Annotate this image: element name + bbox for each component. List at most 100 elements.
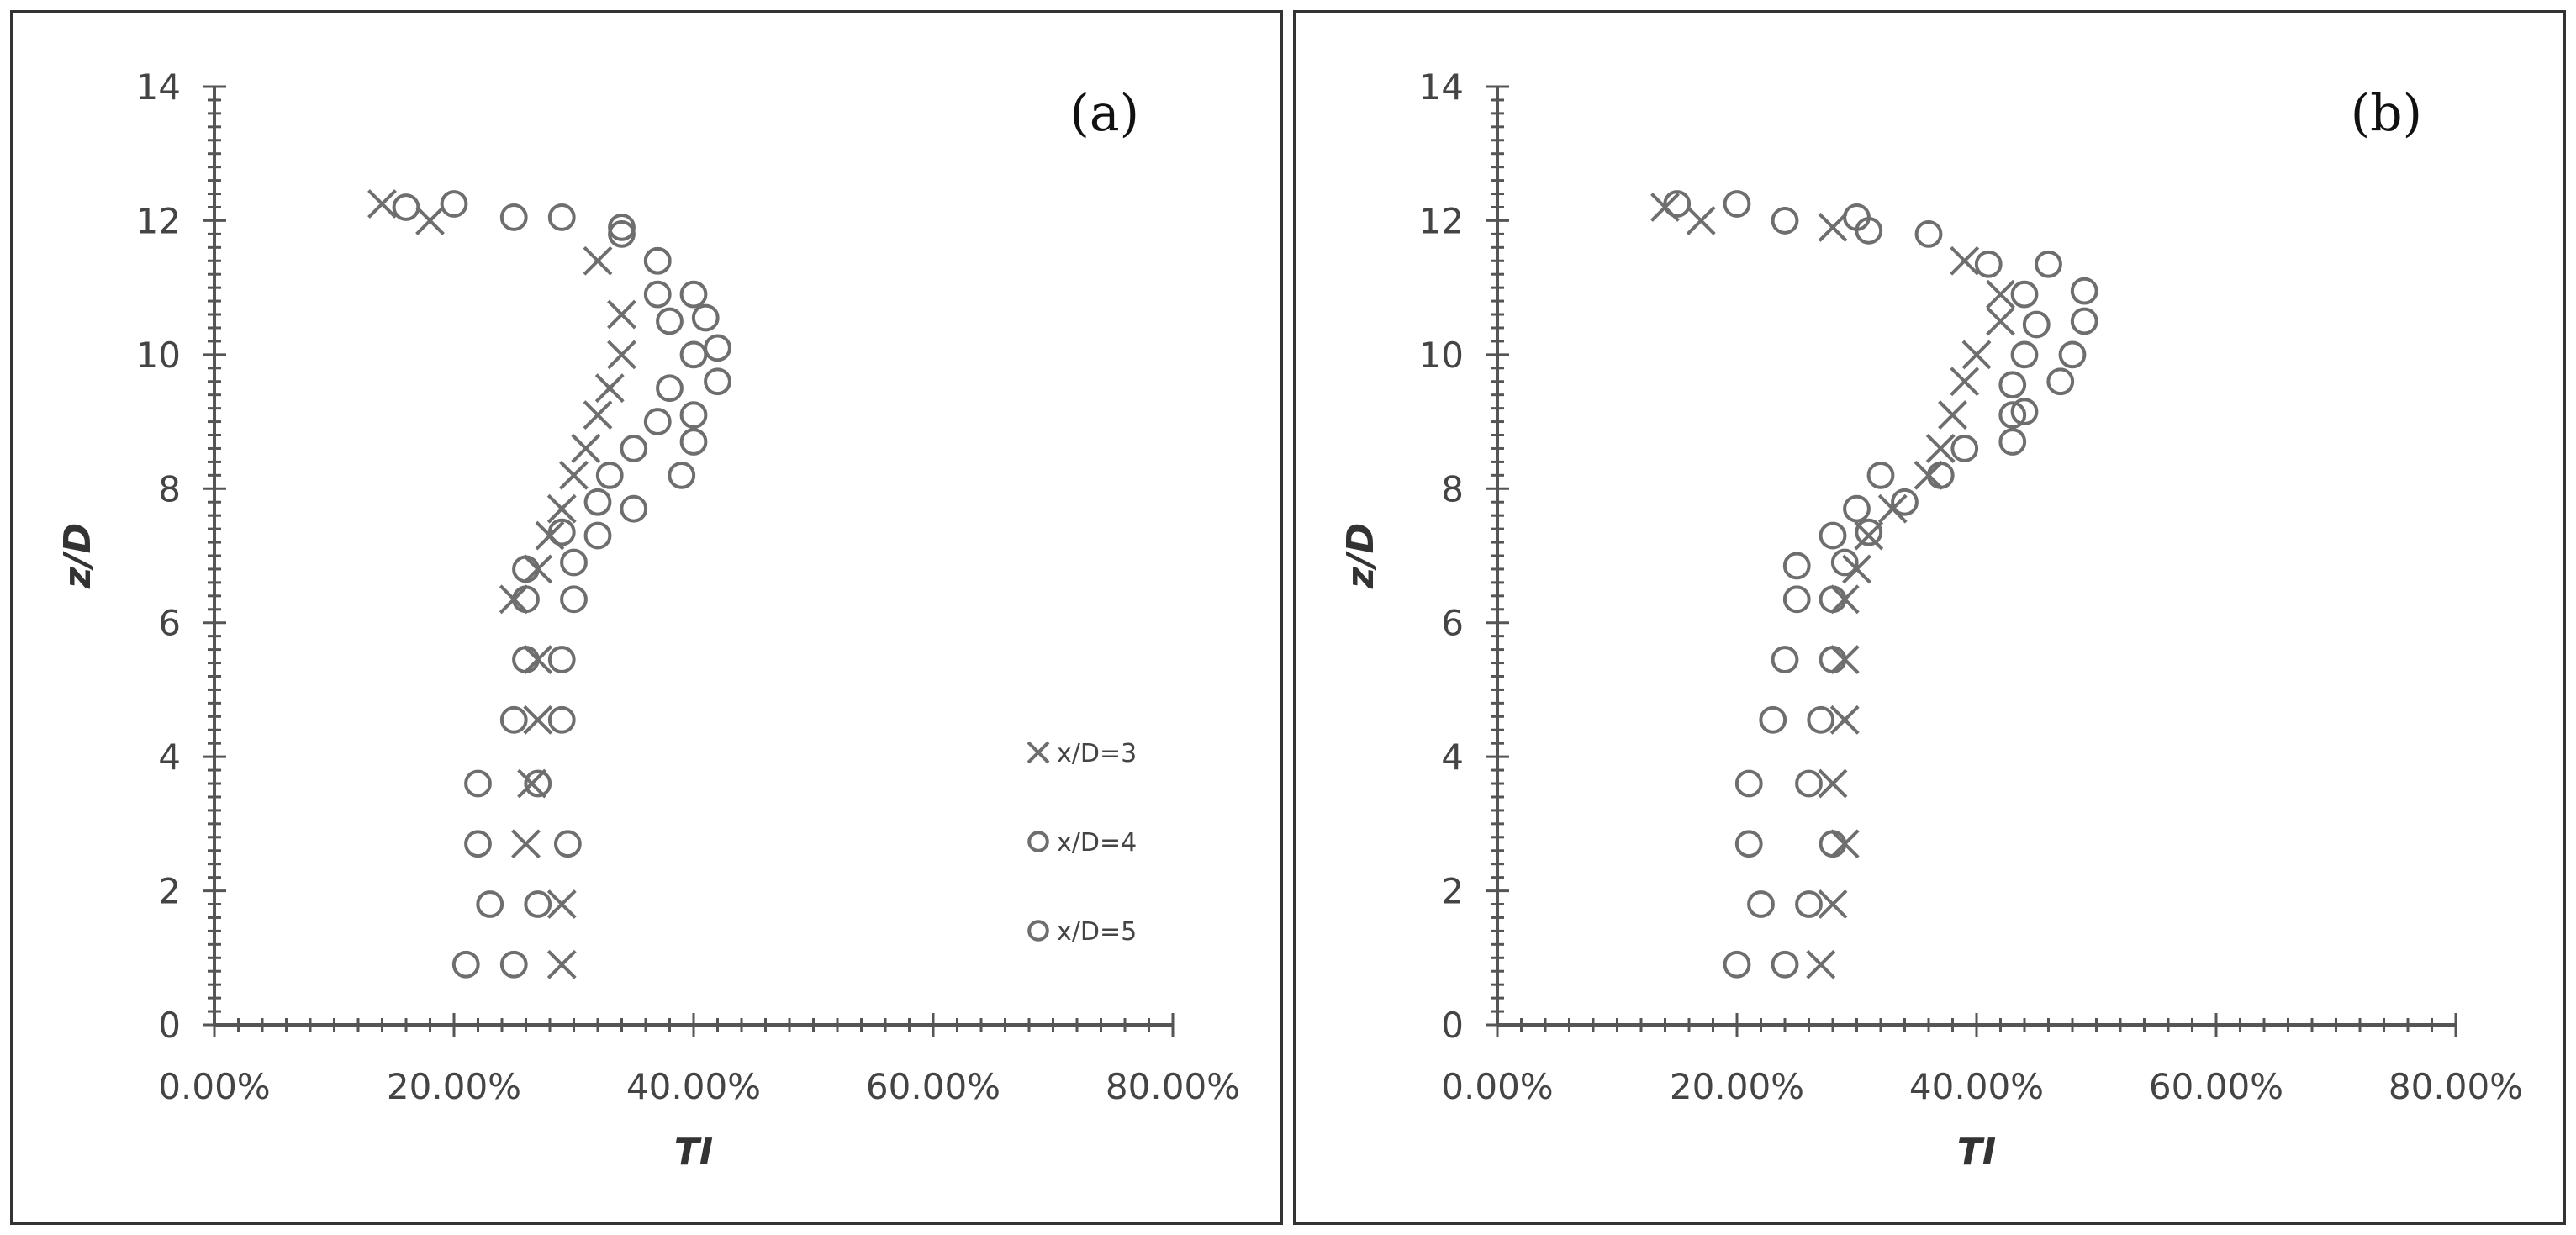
data-point-series-1 xyxy=(1686,206,1716,235)
data-point-series-1 xyxy=(1986,279,2015,309)
data-point-series-2 xyxy=(547,203,576,231)
chart-panel-b: 0 2 4 6 8 10 12 14 0.00% 20.00% 40.00% 60.00% 80.00%… xyxy=(1293,10,2566,1225)
data-point-series-3 xyxy=(512,585,540,614)
data-point-series-2 xyxy=(1807,705,1835,734)
chart-panel-a: 0 2 4 6 8 10 12 14 0.00% 20.00% 40.00% 60.00% 80.00%… xyxy=(10,10,1283,1225)
data-point-series-3 xyxy=(1998,428,2027,456)
data-point-series-2 xyxy=(1795,769,1823,798)
panel-label: (b) xyxy=(2351,84,2422,143)
y-tick-label: 6 xyxy=(158,603,181,644)
data-point-series-2 xyxy=(547,705,576,734)
data-point-series-2 xyxy=(1855,518,1883,546)
data-point-series-2 xyxy=(656,374,684,403)
data-point-series-3 xyxy=(1866,461,1895,489)
legend-marker xyxy=(1027,920,1049,942)
data-point-series-3 xyxy=(1771,207,1799,235)
data-point-series-2 xyxy=(2010,280,2039,309)
data-point-series-2 xyxy=(1819,830,1847,858)
data-point-series-3 xyxy=(464,769,492,798)
data-point-series-1 xyxy=(1925,434,1956,463)
y-tick-label: 14 xyxy=(1419,66,1464,108)
data-point-series-3 xyxy=(1747,890,1775,918)
data-point-series-3 xyxy=(512,555,540,583)
data-point-series-2 xyxy=(1891,488,1919,516)
y-tick-label: 2 xyxy=(1441,871,1464,912)
data-point-series-2 xyxy=(1795,890,1823,918)
data-point-series-3 xyxy=(691,303,720,332)
data-point-series-3 xyxy=(2070,307,2098,335)
data-point-series-2 xyxy=(392,193,420,221)
data-point-series-3 xyxy=(2058,340,2087,369)
data-point-series-1 xyxy=(1829,705,1860,735)
y-tick-label: 12 xyxy=(1419,200,1464,241)
data-point-series-3 xyxy=(1759,705,1787,734)
x-axis-title: TI xyxy=(674,1131,713,1174)
data-point-series-1 xyxy=(1961,340,1992,370)
y-tick-label: 4 xyxy=(158,736,181,778)
data-point-series-1 xyxy=(594,373,625,404)
data-point-series-3 xyxy=(451,950,480,979)
data-point-series-1 xyxy=(1818,212,1848,242)
data-point-series-2 xyxy=(1974,250,2003,278)
data-point-series-2 xyxy=(524,890,552,918)
data-point-series-2 xyxy=(524,769,552,798)
y-tick-label: 10 xyxy=(136,335,181,376)
data-point-series-2 xyxy=(679,340,708,369)
data-point-series-3 xyxy=(583,521,612,550)
data-point-series-3 xyxy=(1819,521,1847,550)
data-point-series-1 xyxy=(607,340,636,370)
data-point-series-1 xyxy=(1950,367,1980,397)
y-tick-label: 14 xyxy=(136,66,181,108)
data-point-series-3 xyxy=(704,367,731,396)
x-tick-label: 20.00% xyxy=(387,1066,521,1107)
y-tick-label: 0 xyxy=(1441,1005,1464,1046)
data-point-series-2 xyxy=(583,488,612,516)
y-tick-label: 6 xyxy=(1441,603,1464,644)
x-tick-label: 0.00% xyxy=(1441,1066,1553,1107)
data-point-series-3 xyxy=(1734,769,1763,798)
data-point-series-3 xyxy=(2046,367,2075,396)
data-point-series-2 xyxy=(620,435,648,462)
y-axis-title: z/D xyxy=(1339,523,1382,589)
data-point-series-3 xyxy=(608,214,636,241)
data-point-series-1 xyxy=(583,400,613,430)
data-point-series-2 xyxy=(1926,461,1955,489)
legend-marker xyxy=(1027,831,1049,852)
data-point-series-1 xyxy=(607,299,636,330)
data-point-series-1 xyxy=(1806,949,1836,979)
data-point-series-1 xyxy=(517,768,547,799)
data-point-series-1 xyxy=(546,889,577,919)
data-point-series-2 xyxy=(499,950,528,979)
y-tick-label: 10 xyxy=(1419,335,1464,376)
data-point-series-3 xyxy=(2010,398,2039,426)
data-point-series-3 xyxy=(668,461,696,489)
data-point-series-2 xyxy=(1998,371,2027,399)
data-point-series-3 xyxy=(1771,646,1799,673)
scatter-chart-b: 0 2 4 6 8 10 12 14 0.00% 20.00% 40.00% 60.00% 80.00%… xyxy=(1339,66,2523,1174)
x-tick-label: 60.00% xyxy=(866,1066,1000,1107)
data-point-series-1 xyxy=(511,829,541,859)
y-tick-label: 8 xyxy=(158,468,181,509)
data-point-series-2 xyxy=(1771,950,1799,979)
data-point-series-3 xyxy=(512,646,540,673)
x-tick-label: 20.00% xyxy=(1670,1066,1804,1107)
x-tick-label: 40.00% xyxy=(626,1066,761,1107)
data-point-series-2 xyxy=(643,280,672,309)
data-point-series-1 xyxy=(1818,889,1848,919)
data-point-series-3 xyxy=(1782,552,1811,580)
x-tick-label: 0.00% xyxy=(158,1066,270,1107)
data-point-series-1 xyxy=(1950,245,1980,276)
data-point-series-2 xyxy=(608,219,636,248)
data-point-series-3 xyxy=(1723,190,1751,218)
data-point-series-3 xyxy=(2035,250,2062,278)
data-point-series-2 xyxy=(560,548,588,577)
data-point-series-2 xyxy=(1819,585,1847,614)
data-point-series-2 xyxy=(1914,219,1943,248)
data-point-series-3 xyxy=(1843,494,1871,523)
data-point-series-3 xyxy=(1855,216,1883,245)
x-tick-label: 40.00% xyxy=(1909,1066,2044,1107)
x-tick-label: 80.00% xyxy=(2389,1066,2523,1107)
data-point-series-3 xyxy=(499,705,528,734)
scatter-chart-a: 0 2 4 6 8 10 12 14 0.00% 20.00% 40.00% 60.00% 80.00%… xyxy=(56,66,1240,1174)
x-tick-label: 60.00% xyxy=(2149,1066,2283,1107)
